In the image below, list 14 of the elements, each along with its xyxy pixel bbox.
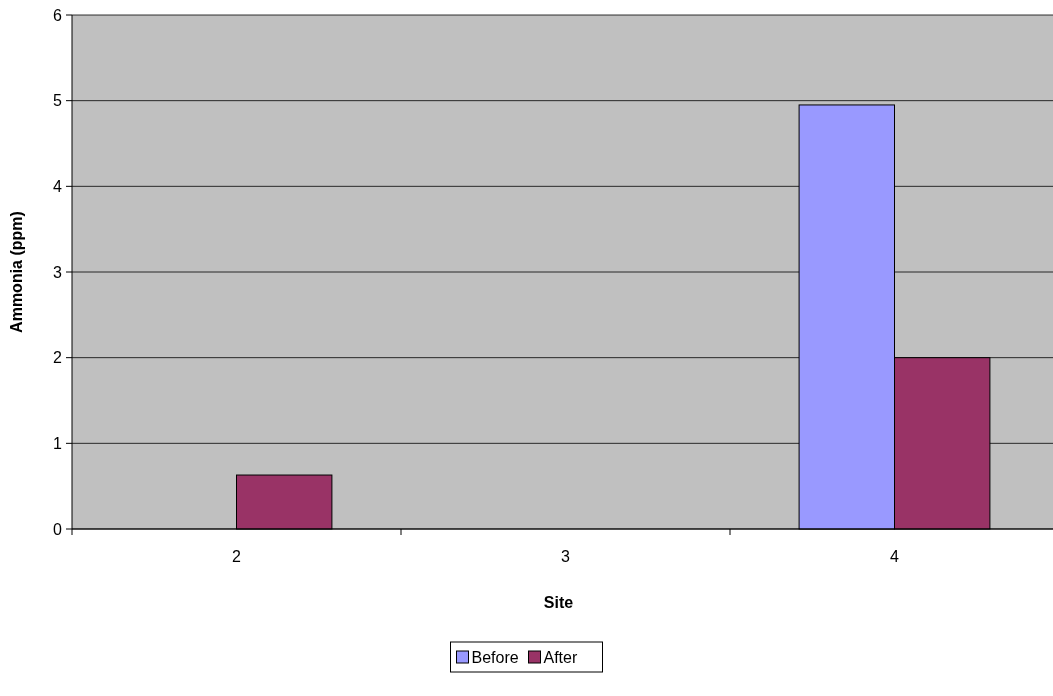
y-tick-label: 6 — [53, 6, 63, 24]
legend-label: Before — [471, 648, 519, 666]
y-tick-label: 2 — [53, 349, 63, 367]
y-axis-title: Ammonia (ppm) — [8, 211, 25, 333]
y-tick-label: 5 — [53, 92, 63, 110]
legend-label: After — [543, 648, 578, 666]
y-tick-label: 0 — [53, 520, 63, 538]
x-axis-title: Site — [543, 594, 574, 611]
x-tick-label: 4 — [890, 548, 900, 565]
y-tick-label: 3 — [53, 263, 63, 281]
x-tick-label: 3 — [561, 548, 571, 565]
x-tick-label: 2 — [232, 548, 242, 565]
y-tick-label: 1 — [53, 434, 63, 452]
y-tick-label: 4 — [53, 177, 63, 195]
